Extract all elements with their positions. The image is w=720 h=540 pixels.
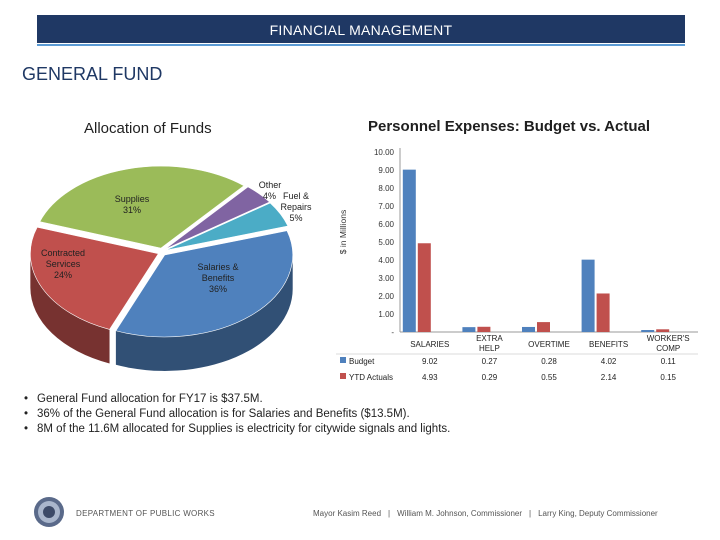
pie-chart-title: Allocation of Funds bbox=[84, 120, 212, 137]
bar-budget bbox=[522, 326, 535, 332]
legend-label: YTD Actuals bbox=[349, 373, 393, 382]
data-label: 9.02 bbox=[422, 357, 438, 366]
y-axis-label: $ in Millions bbox=[338, 210, 348, 254]
bar-budget bbox=[462, 327, 476, 332]
y-tick-label: 4.00 bbox=[378, 256, 394, 265]
legend-label: Budget bbox=[349, 357, 375, 366]
y-tick-label: 10.00 bbox=[374, 148, 395, 157]
y-tick-label: 6.00 bbox=[378, 220, 394, 229]
allocation-pie-chart: Supplies 31% Salaries & Benefits 36% Contract… bbox=[30, 165, 312, 371]
footer-mayor: Mayor Kasim Reed bbox=[313, 509, 382, 518]
bar-budget bbox=[581, 259, 595, 332]
y-tick-label: - bbox=[391, 328, 394, 337]
data-label: 0.11 bbox=[661, 357, 677, 366]
data-label: 4.02 bbox=[601, 357, 617, 366]
pie-slice-label: Fuel & Repairs 5% bbox=[280, 191, 312, 223]
data-label: 2.14 bbox=[601, 373, 617, 382]
data-label: 0.29 bbox=[482, 373, 498, 382]
x-category-label: WORKER'S COMP bbox=[647, 334, 690, 353]
pie-slice bbox=[165, 202, 289, 251]
data-label: 0.27 bbox=[482, 357, 498, 366]
data-label: 0.15 bbox=[660, 373, 676, 382]
x-category-label: EXTRA HELP bbox=[476, 334, 503, 353]
footer-commissioner: William M. Johnson, Commissioner bbox=[397, 509, 523, 518]
y-tick-label: 2.00 bbox=[378, 292, 394, 301]
bullet-item: 36% of the General Fund allocation is fo… bbox=[22, 407, 462, 422]
legend-swatch bbox=[340, 357, 346, 363]
data-label: 0.55 bbox=[541, 373, 557, 382]
pie-slice-label: Salaries & Benefits 36% bbox=[197, 262, 238, 294]
header-title: FINANCIAL MANAGEMENT bbox=[269, 22, 453, 38]
y-tick-label: 5.00 bbox=[378, 238, 394, 247]
header-bar: FINANCIAL MANAGEMENT bbox=[37, 15, 685, 43]
pie-slice-label: 4% bbox=[263, 191, 276, 201]
x-category-label: SALARIES bbox=[410, 340, 449, 349]
bar-ytd-actuals bbox=[656, 329, 670, 332]
data-label: 0.28 bbox=[541, 357, 557, 366]
x-category-label: BENEFITS bbox=[589, 340, 628, 349]
header-rule bbox=[37, 44, 685, 46]
bar-ytd-actuals bbox=[417, 243, 431, 332]
pie-slice bbox=[39, 165, 245, 249]
bullet-list: General Fund allocation for FY17 is $37.… bbox=[22, 392, 462, 437]
pie-slice-label: Supplies 31% bbox=[115, 194, 150, 215]
section-title: GENERAL FUND bbox=[22, 64, 163, 84]
legend-swatch bbox=[340, 373, 346, 379]
pie-slice-label: Other bbox=[259, 180, 282, 190]
x-category-label: OVERTIME bbox=[528, 340, 570, 349]
bar-ytd-actuals bbox=[477, 326, 491, 332]
y-tick-label: 9.00 bbox=[378, 166, 394, 175]
y-tick-label: 1.00 bbox=[378, 310, 394, 319]
footer-credits: Mayor Kasim Reed | William M. Johnson, Com… bbox=[313, 509, 658, 518]
data-label: 4.93 bbox=[422, 373, 438, 382]
y-tick-label: 8.00 bbox=[378, 184, 394, 193]
pie-slice-label: Contracted Services 24% bbox=[41, 248, 85, 280]
city-seal-icon bbox=[34, 497, 64, 527]
pie-slice bbox=[30, 226, 159, 330]
bar-budget bbox=[641, 330, 655, 332]
pie-slice-side bbox=[30, 253, 110, 364]
footer-deputy: Larry King, Deputy Commissioner bbox=[538, 509, 658, 518]
footer-separator: | bbox=[388, 509, 391, 518]
bar-budget bbox=[402, 169, 416, 332]
pie-slice bbox=[115, 230, 293, 338]
pie-slice-side bbox=[115, 254, 293, 371]
y-tick-label: 7.00 bbox=[378, 202, 394, 211]
personnel-bar-chart: 10.00 9.00 8.00 7.00 6.00 5.00 4.00 3.00 2.00 1.0… bbox=[336, 148, 698, 382]
bullet-item: 8M of the 11.6M allocated for Supplies i… bbox=[22, 422, 462, 437]
bar-chart-title: Personnel Expenses: Budget vs. Actual bbox=[368, 118, 651, 135]
bar-ytd-actuals bbox=[537, 322, 550, 332]
bullet-item: General Fund allocation for FY17 is $37.… bbox=[22, 392, 462, 407]
pie-slice bbox=[164, 186, 271, 250]
bar-ytd-actuals bbox=[596, 293, 610, 332]
y-tick-label: 3.00 bbox=[378, 274, 394, 283]
footer-department: DEPARTMENT OF PUBLIC WORKS bbox=[76, 509, 215, 518]
footer-separator: | bbox=[529, 509, 532, 518]
